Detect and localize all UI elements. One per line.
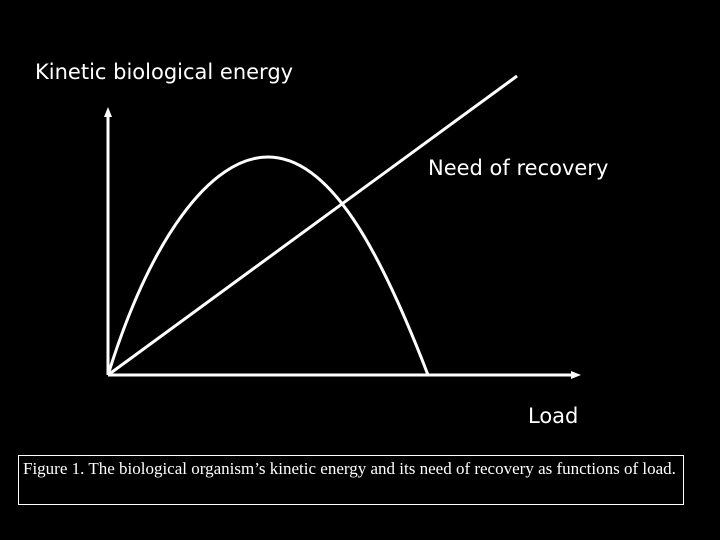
- need-of-recovery-line: [107, 74, 518, 377]
- figure-caption: Figure 1. The biological organism’s kine…: [18, 455, 684, 505]
- y-axis-label: Kinetic biological energy: [35, 60, 294, 84]
- x-axis-label: Load: [528, 404, 579, 428]
- line-label: Need of recovery: [428, 156, 609, 180]
- kinetic-energy-curve: [106, 155, 430, 376]
